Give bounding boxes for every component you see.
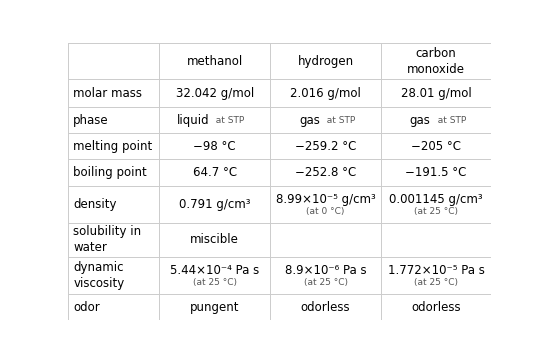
Text: at STP: at STP — [432, 116, 466, 125]
Text: solubility in
water: solubility in water — [73, 225, 141, 255]
Text: 32.042 g/mol: 32.042 g/mol — [175, 86, 254, 99]
Text: melting point: melting point — [73, 140, 152, 153]
Text: 64.7 °C: 64.7 °C — [193, 166, 237, 179]
Text: molar mass: molar mass — [73, 86, 143, 99]
Text: at STP: at STP — [210, 116, 245, 125]
Text: −191.5 °C: −191.5 °C — [406, 166, 467, 179]
Text: miscible: miscible — [190, 233, 239, 247]
Text: gas: gas — [410, 114, 431, 127]
Text: boiling point: boiling point — [73, 166, 147, 179]
Text: (at 25 °C): (at 25 °C) — [304, 278, 347, 287]
Text: pungent: pungent — [190, 301, 239, 314]
Text: phase: phase — [73, 114, 109, 127]
Text: gas: gas — [299, 114, 320, 127]
Text: hydrogen: hydrogen — [298, 55, 354, 68]
Text: odor: odor — [73, 301, 100, 314]
Text: odorless: odorless — [301, 301, 351, 314]
Text: −252.8 °C: −252.8 °C — [295, 166, 356, 179]
Text: 8.9×10⁻⁶ Pa s: 8.9×10⁻⁶ Pa s — [284, 264, 366, 277]
Text: (at 25 °C): (at 25 °C) — [414, 207, 458, 216]
Text: at STP: at STP — [321, 116, 355, 125]
Text: dynamic
viscosity: dynamic viscosity — [73, 261, 124, 290]
Text: (at 25 °C): (at 25 °C) — [193, 278, 236, 287]
Text: −259.2 °C: −259.2 °C — [295, 140, 356, 153]
Text: (at 25 °C): (at 25 °C) — [414, 278, 458, 287]
Text: (at 0 °C): (at 0 °C) — [306, 207, 345, 216]
Text: 8.99×10⁻⁵ g/cm³: 8.99×10⁻⁵ g/cm³ — [276, 193, 376, 206]
Text: density: density — [73, 198, 117, 211]
Text: 0.001145 g/cm³: 0.001145 g/cm³ — [389, 193, 483, 206]
Text: 2.016 g/mol: 2.016 g/mol — [290, 86, 361, 99]
Text: −205 °C: −205 °C — [411, 140, 461, 153]
Text: odorless: odorless — [411, 301, 461, 314]
Text: 28.01 g/mol: 28.01 g/mol — [401, 86, 472, 99]
Text: carbon
monoxide: carbon monoxide — [407, 46, 465, 76]
Text: −98 °C: −98 °C — [193, 140, 236, 153]
Text: 5.44×10⁻⁴ Pa s: 5.44×10⁻⁴ Pa s — [170, 264, 259, 277]
Text: methanol: methanol — [187, 55, 243, 68]
Text: liquid: liquid — [176, 114, 209, 127]
Text: 1.772×10⁻⁵ Pa s: 1.772×10⁻⁵ Pa s — [388, 264, 485, 277]
Text: 0.791 g/cm³: 0.791 g/cm³ — [179, 198, 251, 211]
